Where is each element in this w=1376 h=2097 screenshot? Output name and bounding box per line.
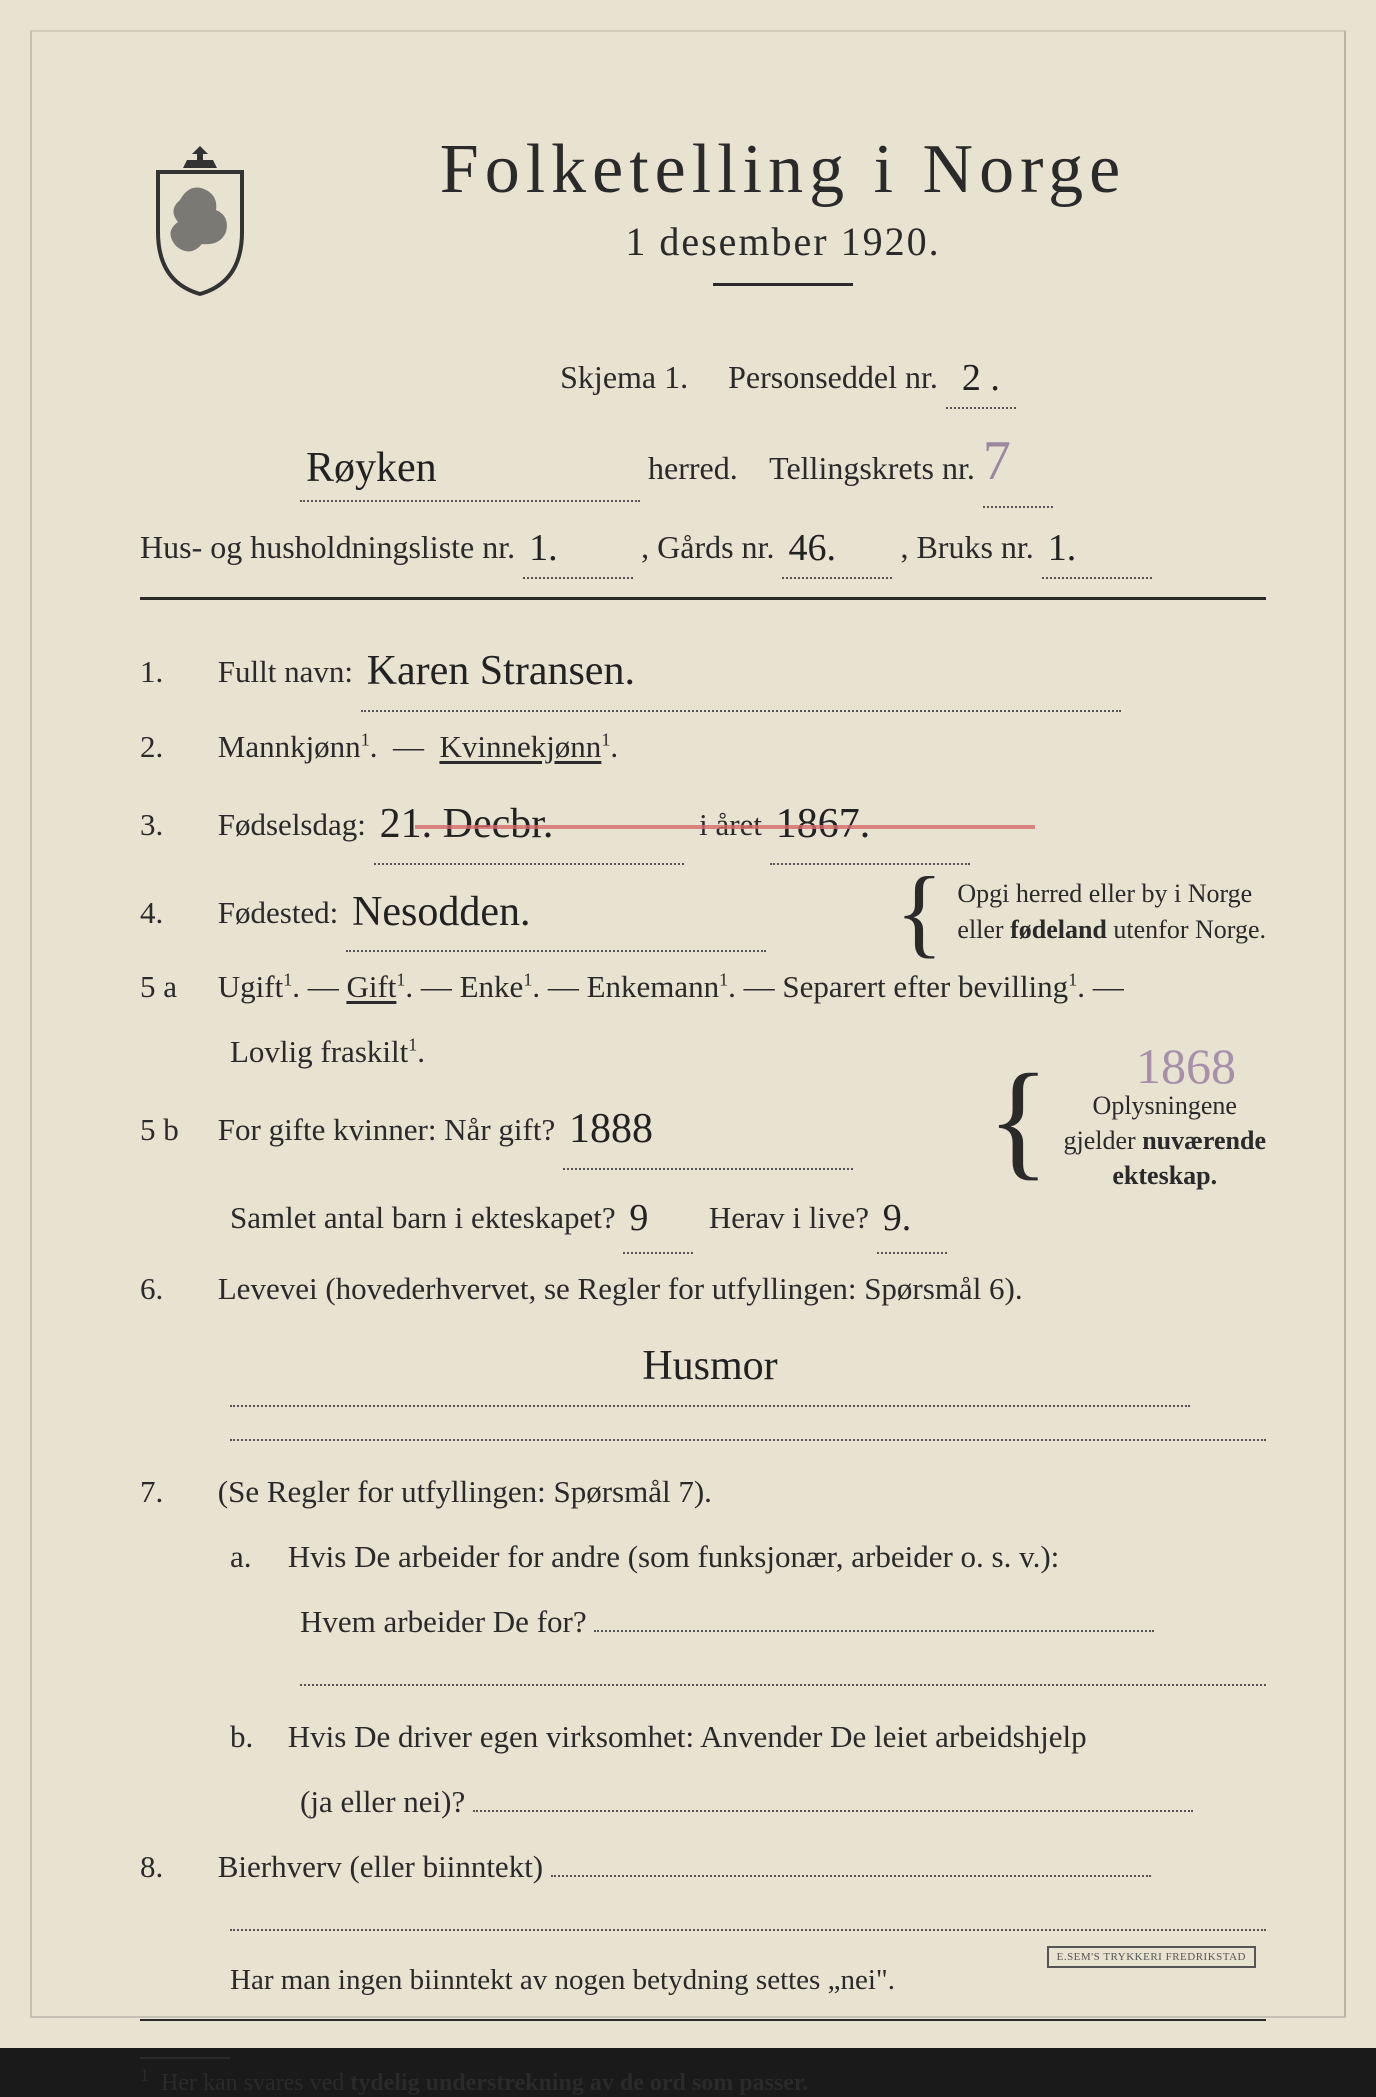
q2-mann: Mannkjønn <box>218 729 361 764</box>
q5a-fraskilt: Lovlig fraskilt <box>230 1034 408 1069</box>
skjema-label: Skjema 1. <box>560 359 688 395</box>
q5b-l2b: Herav i live? <box>709 1200 869 1235</box>
q5a-enke: Enke <box>460 969 524 1004</box>
q5a-ugift: Ugift <box>218 969 283 1004</box>
q4-side1: Opgi herred eller by i Norge <box>957 876 1266 911</box>
q7b-l1: Hvis De driver egen virksomhet: Anvender… <box>288 1719 1087 1754</box>
q5b-alive: 9. <box>877 1197 918 1239</box>
q6-blank-line <box>230 1417 1266 1441</box>
q7b: b. Hvis De driver egen virksomhet: Anven… <box>140 1708 1266 1767</box>
gards-label: , Gårds nr. <box>641 529 774 565</box>
q8-blank-line <box>230 1907 1266 1931</box>
tellingskrets-nr: 7 <box>983 430 1011 492</box>
footnote: 1 Her kan svares ved tydelig understrekn… <box>140 2047 1266 2097</box>
q5b-side2b: nuværende <box>1142 1126 1266 1155</box>
meta-skjema-line: Skjema 1. Personseddel nr. 2 . <box>140 346 1266 409</box>
q6-num: 6. <box>140 1260 210 1319</box>
q7b-l2-text: (ja eller nei)? <box>300 1784 465 1819</box>
q5a: 5 a Ugift1. — Gift1. — Enke1. — Enkemann… <box>140 958 1266 1017</box>
q7a-l1: Hvis De arbeider for andre (som funksjon… <box>288 1539 1060 1574</box>
q4-label: Fødested: <box>218 895 339 930</box>
q2-num: 2. <box>140 718 210 777</box>
gards-nr: 46. <box>782 527 842 569</box>
q7a: a. Hvis De arbeider for andre (som funks… <box>140 1528 1266 1587</box>
printer-stamp: E.SEM'S TRYKKERI FREDRIKSTAD <box>1047 1946 1256 1968</box>
liste-label: Hus- og husholdningsliste nr. <box>140 529 515 565</box>
bruks-nr: 1. <box>1042 527 1083 569</box>
q2: 2. Mannkjønn1. — Kvinnekjønn1. <box>140 718 1266 777</box>
liste-nr: 1. <box>523 527 564 569</box>
q2-kvinne: Kvinnekjønn <box>439 729 601 764</box>
q3-year: 1867. <box>770 801 877 847</box>
personseddel-label: Personseddel nr. <box>728 359 938 395</box>
q4-side2-b: fødeland <box>1010 915 1107 944</box>
q5b: 5 b For gifte kvinner: Når gift? 1888 Sa… <box>140 1088 1266 1254</box>
q7b-pre: b. <box>230 1708 280 1767</box>
title-rule <box>713 283 853 286</box>
q5b-side3: ekteskap. <box>1112 1161 1217 1190</box>
meta-herred-line: Røyken herred. Tellingskrets nr. 7 <box>140 417 1266 509</box>
q5a-num: 5 a <box>140 958 210 1017</box>
q5a-gift: Gift <box>346 969 396 1004</box>
meta-liste-line: Hus- og husholdningsliste nr. 1. , Gårds… <box>140 516 1266 579</box>
q5b-side1: Oplysningene <box>1064 1088 1266 1123</box>
q8: 8. Bierhverv (eller biinntekt) <box>140 1838 1266 1897</box>
q4-value: Nesodden. <box>346 889 536 935</box>
q8-label: Bierhverv (eller biinntekt) <box>218 1849 543 1884</box>
q7-intro: (Se Regler for utfyllingen: Spørsmål 7). <box>218 1474 712 1509</box>
herred-name: Røyken <box>300 445 443 491</box>
q7: 7. (Se Regler for utfyllingen: Spørsmål … <box>140 1463 1266 1522</box>
q4-num: 4. <box>140 884 210 943</box>
q1-value: Karen Stransen. <box>361 648 641 694</box>
q5a-separert: Separert efter bevilling <box>782 969 1068 1004</box>
q7a-blank-line <box>300 1662 1266 1686</box>
q5b-l1a: For gifte kvinner: Når gift? <box>218 1112 555 1147</box>
q3-num: 3. <box>140 796 210 855</box>
footnote-sup: 1 <box>140 2065 149 2085</box>
bruks-label: , Bruks nr. <box>900 529 1033 565</box>
brace-icon: { <box>895 887 943 937</box>
q1: 1. Fullt navn: Karen Stransen. <box>140 630 1266 712</box>
q7a-pre: a. <box>230 1528 280 1587</box>
rule-1 <box>140 597 1266 600</box>
main-title: Folketelling i Norge <box>300 130 1266 210</box>
coat-of-arms-icon <box>140 140 260 300</box>
q5b-sidenote: Oplysningene gjelder nuværende ekteskap. <box>1064 1088 1266 1193</box>
brace-icon: { <box>987 1088 1049 1153</box>
q7a-l2: Hvem arbeider De for? <box>140 1593 1266 1652</box>
q3-label: Fødselsdag: <box>218 807 366 842</box>
q1-label: Fullt navn: <box>218 654 353 689</box>
q1-num: 1. <box>140 643 210 702</box>
q6-value: Husmor <box>636 1343 783 1389</box>
header: Folketelling i Norge 1 desember 1920. <box>140 130 1266 326</box>
q8-num: 8. <box>140 1838 210 1897</box>
personseddel-nr: 2 . <box>956 357 1006 399</box>
q5b-children: 9 <box>623 1197 654 1239</box>
q4-side2-a: eller <box>957 915 1010 944</box>
q4-side2-c: utenfor Norge. <box>1107 915 1266 944</box>
title-block: Folketelling i Norge 1 desember 1920. <box>300 130 1266 326</box>
rule-2 <box>140 2019 1266 2021</box>
q5b-l2a: Samlet antal barn i ekteskapet? <box>230 1200 616 1235</box>
sub-title: 1 desember 1920. <box>300 218 1266 265</box>
q6-label: Levevei (hovederhvervet, se Regler for u… <box>218 1271 1023 1306</box>
tellingskrets-label: Tellingskrets nr. <box>769 450 975 486</box>
q3: 3. Fødselsdag: 21. Decbr. i året 1867. <box>140 783 1266 865</box>
q7-num: 7. <box>140 1463 210 1522</box>
q6: 6. Levevei (hovederhvervet, se Regler fo… <box>140 1260 1266 1319</box>
q5b-year: 1888 <box>563 1106 659 1152</box>
q5a-enkemann: Enkemann <box>587 969 720 1004</box>
q4: 4. Fødested: Nesodden. { Opgi herred ell… <box>140 871 1266 953</box>
q7b-l2: (ja eller nei)? <box>140 1773 1266 1832</box>
q5b-num: 5 b <box>140 1101 210 1160</box>
census-form-page: Folketelling i Norge 1 desember 1920. Sk… <box>0 0 1376 2048</box>
q3-day: 21. Decbr. <box>374 801 560 847</box>
q5a-line2: Lovlig fraskilt1. 1868 <box>140 1023 1266 1082</box>
q7a-l2-text: Hvem arbeider De for? <box>300 1604 587 1639</box>
q4-sidenote: Opgi herred eller by i Norge eller fødel… <box>957 876 1266 946</box>
red-strike-icon <box>415 825 1035 829</box>
q6-value-line: Husmor <box>140 1325 1266 1407</box>
herred-label: herred. <box>648 450 738 486</box>
